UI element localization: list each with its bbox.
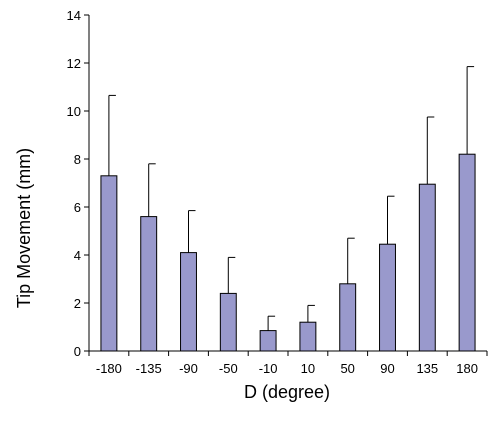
x-tick-label: -50 [219, 361, 238, 376]
y-tick-label: 8 [74, 152, 81, 167]
x-tick-label: 90 [380, 361, 394, 376]
y-axis-label: Tip Movement (mm) [14, 148, 34, 308]
y-tick-label: 4 [74, 248, 81, 263]
y-tick-label: 0 [74, 344, 81, 359]
y-tick-label: 10 [67, 104, 81, 119]
x-tick-label: 10 [301, 361, 315, 376]
bar [219, 292, 237, 352]
x-tick-label: 180 [456, 361, 478, 376]
x-tick-label: 50 [340, 361, 354, 376]
x-tick-label: -10 [259, 361, 278, 376]
bar [180, 252, 197, 352]
bar [299, 321, 317, 352]
bar [379, 243, 396, 352]
x-axis: -180 -135 -90 -50 -10 10 50 90 135 180 [88, 350, 488, 376]
y-tick-label: 6 [74, 200, 81, 215]
y-axis: 0 2 4 6 8 10 12 14 [67, 8, 90, 359]
y-tick-label: 2 [74, 296, 81, 311]
plot-area [100, 66, 476, 352]
x-tick-label: 135 [416, 361, 438, 376]
x-tick-label: -90 [179, 361, 198, 376]
bar [140, 216, 158, 352]
bar [339, 283, 357, 352]
y-tick-label: 12 [67, 56, 81, 71]
bar [458, 153, 476, 352]
y-tick-label: 14 [67, 8, 81, 23]
bar [418, 183, 436, 352]
x-tick-label: -135 [136, 361, 162, 376]
bar [259, 330, 277, 352]
x-tick-label: -180 [96, 361, 122, 376]
x-axis-label: D (degree) [244, 382, 330, 402]
bar [100, 175, 118, 352]
